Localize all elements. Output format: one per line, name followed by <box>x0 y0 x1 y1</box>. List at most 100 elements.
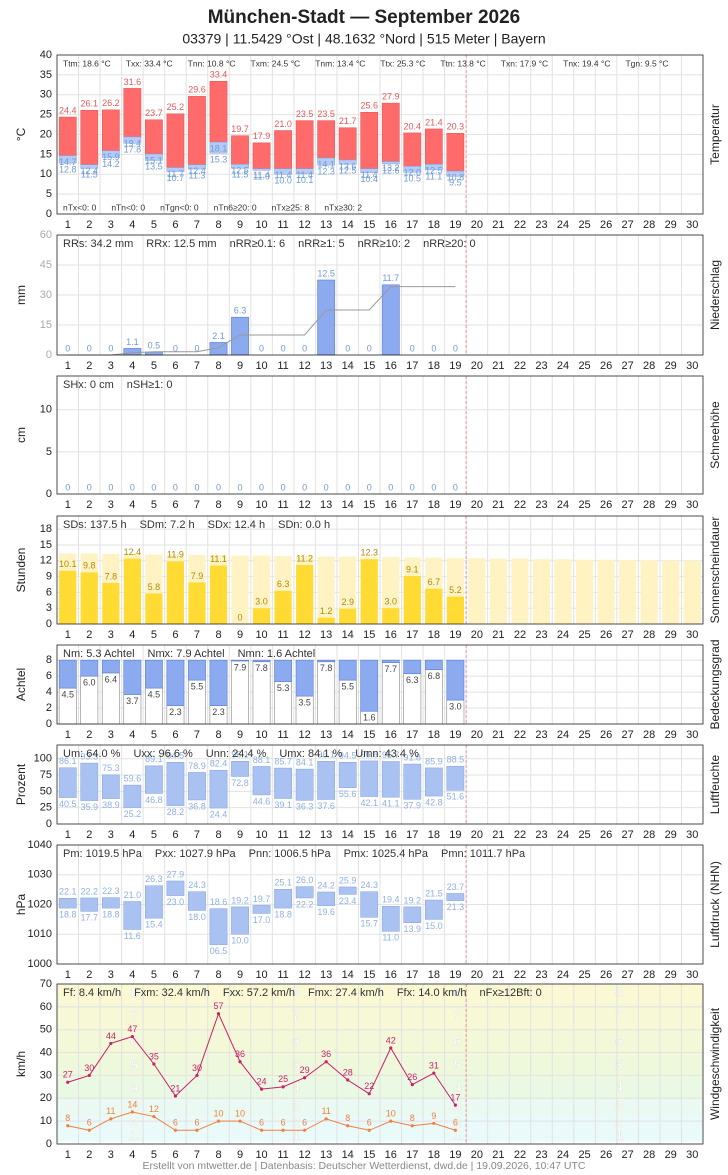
y-axis-label: cm <box>14 427 28 443</box>
x-tick-label: 9 <box>237 629 243 641</box>
beaufort-label: 8 <box>454 984 462 1000</box>
value-label: 24.3 <box>360 880 378 890</box>
value-label: 35.9 <box>81 802 99 812</box>
x-tick-label: 1 <box>65 729 71 741</box>
summary-stat: Tnm: 13.4 °C <box>315 58 365 68</box>
summary-stat: Ff: 8.4 km/h <box>63 987 121 999</box>
x-tick-label: 16 <box>385 969 397 981</box>
wind-point <box>238 1060 242 1064</box>
x-tick-label: 2 <box>86 499 92 511</box>
x-tick-label: 11 <box>277 360 288 372</box>
range-bar <box>123 88 142 138</box>
summary-stat: Pm: 1019.5 hPa <box>63 848 143 860</box>
y-tick-label: 10 <box>40 168 52 180</box>
summary-stat: nTx<0: 0 <box>63 202 97 212</box>
value-label: 26 <box>407 1072 417 1082</box>
x-tick-label: 4 <box>129 1149 135 1161</box>
bar <box>231 316 249 356</box>
value-label: 18.8 <box>274 909 292 919</box>
value-label: 23.4 <box>339 896 357 906</box>
value-label: 10 <box>213 1109 223 1119</box>
y-tick-label: 40 <box>40 1046 52 1058</box>
y-tick-label: 0 <box>46 818 52 830</box>
y-tick-label: 0 <box>46 349 52 361</box>
value-label: 0 <box>367 482 372 492</box>
value-label: 5.5 <box>341 681 354 691</box>
value-label: 85.7 <box>274 756 292 766</box>
value-label: 0 <box>410 343 415 353</box>
range-bar <box>145 765 163 794</box>
value-label: 13.9 <box>404 924 422 934</box>
x-tick-label: 29 <box>665 360 677 372</box>
beaufort-label: 5 <box>292 1057 300 1073</box>
bar <box>425 588 443 624</box>
value-label: 10.0 <box>231 936 249 946</box>
y-tick-label: 50 <box>40 1024 52 1036</box>
bar <box>339 556 357 624</box>
range-bar <box>209 80 228 143</box>
value-label: 22.2 <box>81 886 99 896</box>
summary-stat: Fxm: 32.4 km/h <box>134 987 210 999</box>
x-tick-label: 5 <box>151 629 157 641</box>
summary-stat: Ttn: 13.8 °C <box>440 58 485 68</box>
range-bar <box>101 109 120 152</box>
y-tick-label: 3 <box>46 602 52 614</box>
x-tick-label: 27 <box>622 1149 634 1161</box>
value-label: 0 <box>431 482 436 492</box>
value-label: 94.5 <box>167 751 185 761</box>
x-tick-label: 4 <box>129 219 135 231</box>
value-label: 18.1 <box>210 143 228 153</box>
range-bar <box>317 157 336 166</box>
value-label: 6 <box>367 1118 372 1128</box>
value-label: 10 <box>235 1109 245 1119</box>
wind-point <box>259 1087 264 1091</box>
summary-stat: nTn<0: 0 <box>111 202 145 212</box>
value-label: 14.7 <box>59 157 77 167</box>
summary-stat: nRR≥20: 0 <box>423 238 476 250</box>
range-bar <box>145 153 163 161</box>
summary-stat: SDn: 0.0 h <box>278 519 330 531</box>
value-label: 11.2 <box>296 553 313 563</box>
value-label: 0 <box>238 612 243 622</box>
value-label: 12.5 <box>317 268 335 278</box>
bar <box>317 556 335 624</box>
x-tick-label: 10 <box>255 219 267 231</box>
x-tick-label: 24 <box>557 629 569 641</box>
bar <box>166 561 185 624</box>
summary-stat: nTgn<0: 0 <box>160 202 199 212</box>
plot-frame <box>56 844 704 965</box>
x-tick-label: 15 <box>363 1149 375 1161</box>
value-label: 11.4 <box>275 170 292 180</box>
value-label: 17.0 <box>253 915 271 925</box>
bar <box>619 560 637 624</box>
summary-stat: Ttm: 18.6 °C <box>63 58 111 68</box>
value-label: 6.4 <box>105 674 118 684</box>
cloud-part <box>101 659 120 674</box>
range-bar <box>101 897 120 909</box>
summary-stat: Fmx: 27.4 km/h <box>308 987 384 999</box>
x-tick-label: 25 <box>578 1149 590 1161</box>
value-label: 8 <box>65 1113 70 1123</box>
x-tick-label: 16 <box>385 219 397 231</box>
summary-stat: SHx: 0 cm <box>63 379 114 391</box>
summary-stat: nRR≥10: 2 <box>358 238 411 250</box>
x-tick-label: 13 <box>320 729 332 741</box>
x-tick-label: 19 <box>449 629 461 641</box>
x-tick-label: 8 <box>215 1149 221 1161</box>
beaufort-label: 7 <box>454 1007 462 1023</box>
x-tick-label: 21 <box>492 1149 504 1161</box>
bar <box>382 557 400 624</box>
wind-point <box>130 1110 134 1114</box>
x-tick-label: 6 <box>172 499 178 511</box>
value-label: 0 <box>410 482 415 492</box>
value-label: 11.0 <box>253 172 270 182</box>
bar <box>489 558 508 624</box>
beaufort-label: 5 <box>131 1057 139 1073</box>
y-axis-label: mm <box>14 285 28 305</box>
beaufort-label: 4 <box>292 1079 300 1095</box>
x-tick-label: 28 <box>643 1149 655 1161</box>
beaufort-label: 6 <box>615 1033 623 1049</box>
bar <box>317 617 335 624</box>
summary-stat: Txm: 24.5 °C <box>250 58 300 68</box>
